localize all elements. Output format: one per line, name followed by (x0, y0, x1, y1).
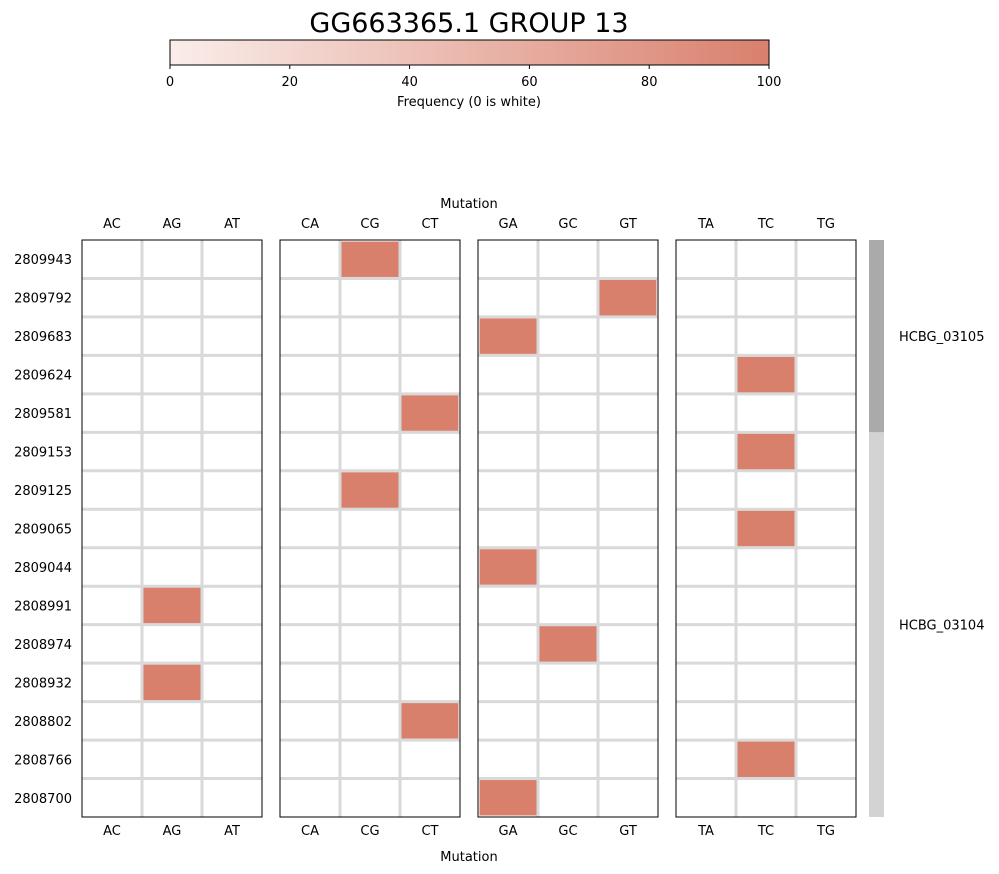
heatmap-cell (479, 549, 537, 585)
heatmap-cell (143, 587, 201, 624)
heatmap-panel-border (279, 239, 461, 818)
row-label: 2809044 (14, 561, 72, 576)
row-label: 2808974 (14, 638, 72, 653)
heatmap-panel-border (675, 239, 857, 818)
colorbar-tick-label: 100 (757, 75, 782, 90)
row-label: 2809943 (14, 253, 72, 268)
row-label: 2809792 (14, 292, 72, 307)
column-label-bottom: AG (163, 824, 182, 839)
heatmap-cell (341, 241, 399, 277)
column-label-bottom: CG (360, 824, 379, 839)
row-label: 2809624 (14, 369, 72, 384)
row-label: 2809153 (14, 446, 72, 461)
heatmap-cell (539, 626, 597, 662)
column-label-top: TC (757, 217, 774, 232)
colorbar-label: Frequency (0 is white) (397, 95, 541, 110)
colorbar-tick-label: 40 (401, 75, 418, 90)
colorbar-tick-label: 60 (521, 75, 538, 90)
colorbar-tick-label: 20 (282, 75, 299, 90)
heatmap-panel-a: AC AC AG AG AT AT (82, 217, 262, 839)
colorbar: 0 20 40 60 80 100 Frequency (0 is white) (166, 39, 782, 110)
colorbar-tick-label: 0 (166, 75, 174, 90)
gene-annotation-bar: HCBG_03105 HCBG_03104 (869, 240, 984, 817)
column-label-bottom: AT (224, 824, 240, 839)
column-label-top: GA (499, 217, 518, 232)
column-label-top: AC (103, 217, 121, 232)
heatmap-cell (401, 395, 459, 431)
column-label-bottom: GA (499, 824, 518, 839)
row-label: 2809125 (14, 484, 72, 499)
heatmap-cell (737, 510, 795, 547)
column-label-top: CA (301, 217, 319, 232)
column-label-top: TG (816, 217, 835, 232)
column-label-bottom: GT (619, 824, 637, 839)
heatmap-cell (599, 279, 657, 316)
column-label-bottom: CA (301, 824, 319, 839)
heatmap-panel-c: CA CA CG CG CT CT (280, 217, 460, 839)
heatmap-panels: ACACAGAGATATCACACGCGCTCTGAGAGCGCGTGTTATA… (81, 217, 857, 839)
column-label-bottom: GC (558, 824, 577, 839)
column-label-bottom: AC (103, 824, 121, 839)
heatmap-cell (401, 703, 459, 739)
row-label: 2809581 (14, 407, 72, 422)
chart-title: GG663365.1 GROUP 13 (309, 8, 628, 39)
heatmap-cell (737, 433, 795, 470)
heatmap-panel-g: GA GA GC GC GT GT (478, 217, 658, 839)
column-label-bottom: TG (816, 824, 835, 839)
column-label-top: GC (558, 217, 577, 232)
heatmap-panel-border (477, 239, 659, 818)
row-label: 2809683 (14, 330, 72, 345)
colorbar-tick-label: 80 (641, 75, 658, 90)
row-label: 2808991 (14, 599, 72, 614)
column-label-bottom: TA (697, 824, 714, 839)
colorbar-ticks: 0 20 40 60 80 100 (166, 65, 782, 90)
heatmap-cell (737, 741, 795, 778)
column-label-top: TA (697, 217, 714, 232)
row-label: 2808802 (14, 715, 72, 730)
colorbar-gradient (169, 39, 770, 66)
column-label-bottom: CT (421, 824, 438, 839)
column-label-top: GT (619, 217, 637, 232)
row-label: 2808766 (14, 753, 72, 768)
heatmap-cell (341, 472, 399, 508)
heatmap-cell (479, 780, 537, 816)
heatmap-panel-border (81, 239, 263, 818)
heatmap-cell (737, 356, 795, 393)
column-label-top: CT (421, 217, 438, 232)
gene-annotation-label: HCBG_03104 (899, 619, 984, 634)
gene-annotation-segment (869, 240, 884, 433)
x-axis-label-top: Mutation (440, 197, 497, 212)
column-label-top: AT (224, 217, 240, 232)
x-axis-label-bottom: Mutation (440, 850, 497, 865)
heatmap-cell (143, 664, 201, 701)
gene-annotation-segment (869, 432, 884, 817)
gene-annotation-label: HCBG_03105 (899, 330, 984, 345)
column-label-bottom: TC (757, 824, 774, 839)
heatmap-panel-t: TA TA TC TC TG TG (676, 217, 856, 839)
row-label: 2808932 (14, 676, 72, 691)
row-label: 2809065 (14, 523, 72, 538)
row-label: 2808700 (14, 792, 72, 807)
row-labels: 2809943 2809792 2809683 2809624 2809581 28091… (14, 253, 72, 807)
column-label-top: CG (360, 217, 379, 232)
heatmap-cell (479, 318, 537, 354)
column-label-top: AG (163, 217, 182, 232)
